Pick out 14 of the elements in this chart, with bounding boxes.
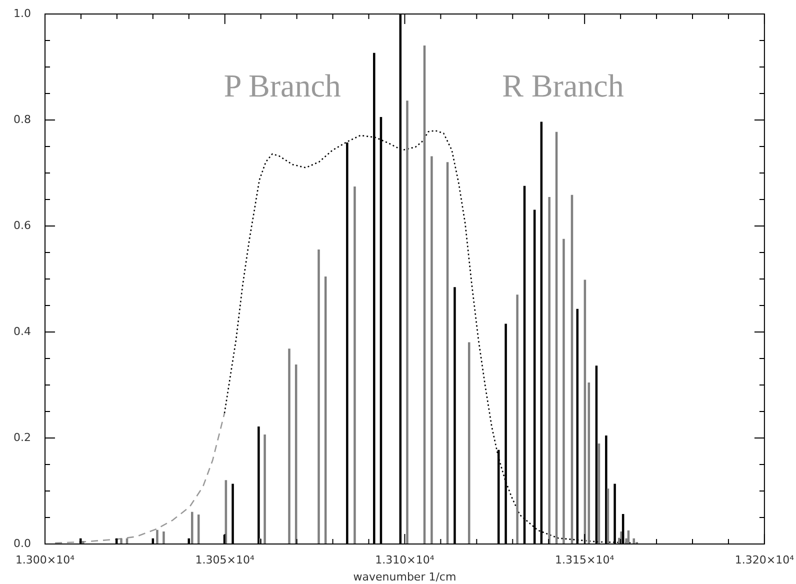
x-axis-title: wavenumber 1/cm [353,570,456,584]
y-tick-label: 0.4 [14,324,31,338]
y-tick-label: 0.2 [14,430,31,444]
x-tick-label: 1.315×10⁴ [555,553,615,566]
annotation: R Branch [502,68,624,104]
x-tick-label: 1.300×10⁴ [15,553,76,566]
y-tick-label: 1.0 [14,6,31,20]
y-tick-label: 0.8 [14,112,31,126]
x-tick-label: 1.305×10⁴ [195,553,256,566]
y-tick-label: 0.0 [14,536,31,550]
y-tick-label: 0.6 [14,218,31,232]
x-tick-label: 1.310×10⁴ [375,553,435,566]
x-tick-label: 1.320×10⁴ [734,553,795,566]
annotation: P Branch [224,68,341,104]
